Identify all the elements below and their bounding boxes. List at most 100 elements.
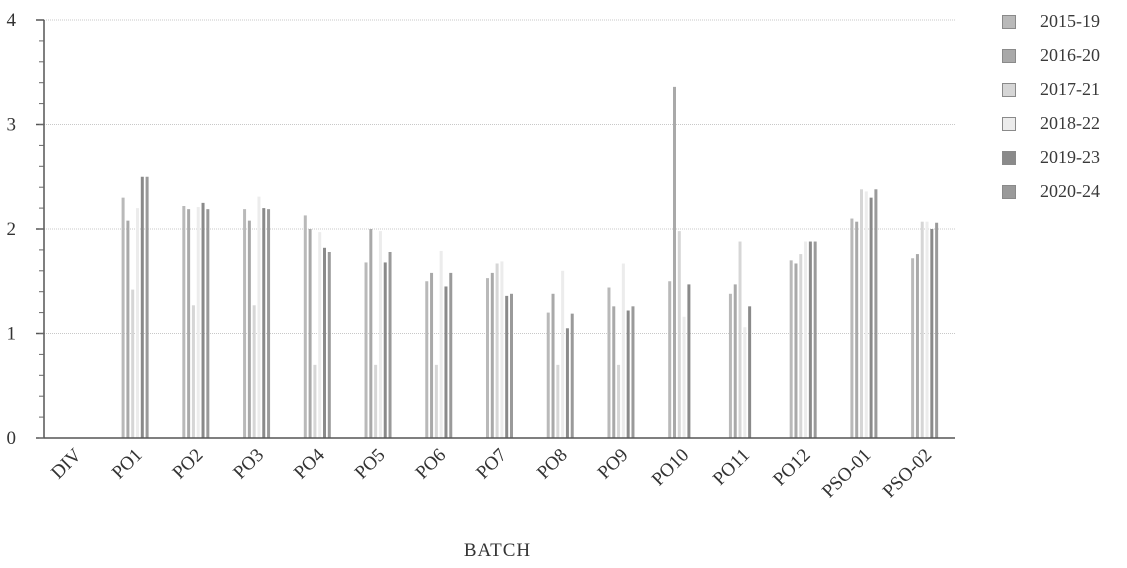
bar [323, 247, 326, 438]
bar [313, 364, 317, 438]
bar [182, 206, 186, 438]
x-tick-labels: DIV PO1 PO2 PO3 PO4 PO5 PO6 PO7 PO8 PO9 PO10 PO11 PO… [47, 444, 936, 502]
bar [668, 281, 672, 438]
legend-item: 2015-19 [1000, 8, 1127, 42]
y-tick-label: 1 [7, 324, 17, 345]
bar [510, 293, 513, 438]
bar [860, 189, 863, 438]
bar [267, 209, 271, 438]
bar [561, 270, 565, 438]
bar [374, 364, 378, 438]
x-tick-label: PSO-01 [818, 445, 875, 502]
bars [121, 86, 939, 438]
bar [743, 327, 747, 438]
bar [733, 284, 737, 438]
bar [369, 229, 373, 438]
x-tick-label: PO3 [229, 445, 268, 484]
bar [257, 196, 261, 438]
legend-swatch [1002, 49, 1016, 63]
legend-swatch [1002, 185, 1016, 199]
legend: 2015-19 2016-20 2017-21 2018-22 2019-23 2020-… [1000, 8, 1127, 212]
legend-label: 2018-22 [1040, 113, 1100, 133]
legend-item: 2017-21 [1000, 76, 1127, 110]
x-tick-label: PO5 [351, 445, 390, 484]
bar [677, 231, 681, 438]
bar [206, 209, 210, 438]
bar [864, 191, 868, 438]
legend-label: 2019-23 [1040, 147, 1100, 167]
bar [546, 312, 550, 438]
bar [621, 263, 625, 438]
bar [430, 272, 434, 438]
bar [383, 262, 387, 438]
bar [449, 272, 453, 438]
bar [626, 310, 630, 438]
y-tick-label: 3 [7, 115, 17, 136]
legend-item: 2016-20 [1000, 42, 1127, 76]
bar [804, 241, 808, 438]
bar [495, 263, 499, 438]
bar [378, 231, 382, 438]
x-tick-label: PO4 [290, 444, 329, 483]
legend-swatch [1002, 83, 1016, 97]
legend-swatch [1002, 15, 1016, 29]
bar [794, 263, 798, 438]
bar [500, 261, 504, 438]
bar [673, 86, 676, 438]
legend-label: 2020-24 [1040, 181, 1100, 201]
x-tick-label: PO8 [533, 445, 572, 484]
bar [434, 364, 438, 438]
bar [799, 254, 803, 438]
x-tick-label: PSO-02 [879, 445, 936, 502]
bar [808, 241, 812, 438]
bar [869, 197, 873, 438]
bar [388, 251, 392, 438]
y-tick-label: 4 [7, 10, 17, 31]
bar [439, 250, 443, 438]
bar [874, 189, 878, 438]
bar [318, 232, 322, 438]
x-tick-label: PO1 [108, 445, 147, 484]
bar [327, 251, 331, 438]
bar [935, 222, 939, 438]
bar [121, 197, 125, 438]
x-tick-label: DIV [47, 444, 86, 483]
bar [140, 176, 144, 438]
legend-swatch [1002, 151, 1016, 165]
y-tick-label: 0 [7, 428, 17, 449]
bar [728, 293, 732, 438]
legend-label: 2016-20 [1040, 45, 1100, 65]
bar [425, 281, 429, 438]
bar [262, 208, 266, 438]
bar [850, 218, 854, 438]
x-tick-label: PO10 [648, 445, 693, 490]
bar [126, 220, 130, 438]
bar [247, 220, 251, 438]
x-tick-label: PO12 [769, 445, 814, 490]
bar [505, 295, 509, 438]
y-tick-label: 2 [7, 219, 17, 240]
bar [364, 262, 368, 438]
bar [920, 221, 924, 438]
bar [682, 316, 686, 438]
bar [187, 209, 191, 438]
bar [855, 221, 859, 438]
bar [136, 208, 139, 438]
bar [131, 289, 135, 438]
bar [303, 215, 307, 438]
bar [556, 364, 560, 438]
x-tick-label: PO11 [709, 445, 754, 490]
legend-item: 2020-24 [1000, 178, 1127, 212]
x-tick-label: PO2 [169, 445, 208, 484]
legend-item: 2019-23 [1000, 144, 1127, 178]
bar [252, 305, 256, 438]
bar [813, 241, 817, 438]
bar [612, 306, 616, 438]
bar [191, 305, 195, 438]
bar [201, 202, 205, 438]
bar [444, 286, 448, 438]
legend-swatch [1002, 117, 1016, 131]
y-ticks: 0 1 2 3 4 [7, 10, 44, 449]
bar [565, 328, 569, 438]
bar [789, 260, 793, 438]
